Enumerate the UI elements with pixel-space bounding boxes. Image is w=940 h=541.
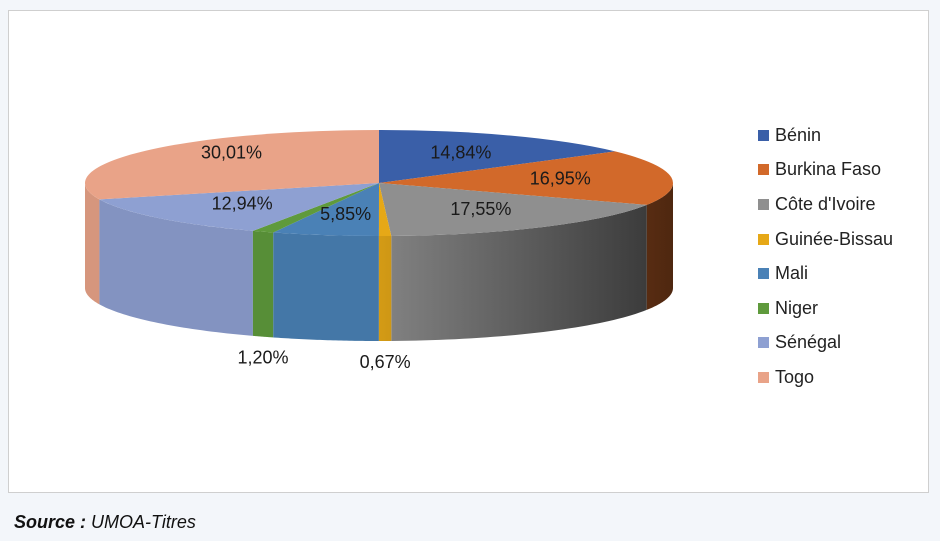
legend-item-senegal: Sénégal [758,326,893,361]
legend-item-burkina-faso: Burkina Faso [758,153,893,188]
pie-slice-senegal [99,183,380,231]
pie-slice-niger [252,183,379,233]
legend-item-guinee-bissau: Guinée-Bissau [758,222,893,257]
legend-swatch [758,268,769,280]
pie-slice-mali [273,183,379,236]
data-label-cote-d-ivoire: 17,55% [450,199,511,219]
pie-sides [85,183,673,341]
source-prefix: Source : [14,512,87,532]
legend-label: Togo [775,366,815,387]
data-label-niger: 1,20% [237,347,288,367]
pie-top [85,130,674,236]
pie-side-niger [252,230,274,338]
pie-side-cote-d-ivoire [391,204,647,341]
legend-label: Niger [775,297,819,318]
pie-slice-cote-d-ivoire [379,183,647,236]
legend-item-cote-d-ivoire: Côte d'Ivoire [758,187,893,222]
legend-swatch [758,129,769,141]
legend-item-togo: Togo [758,360,893,395]
legend-label: Guinée-Bissau [775,228,894,249]
legend-swatch [758,302,769,314]
legend-swatch [758,198,769,210]
legend-label: Sénégal [775,332,842,353]
pie-side-guinee-bissau [378,235,392,341]
legend-swatch [758,371,769,383]
source-text: UMOA-Titres [91,512,196,532]
pie-side-senegal [99,199,253,336]
pie-side-togo [85,183,100,305]
legend-item-niger: Niger [758,291,893,326]
data-label-togo: 30,01% [201,143,262,163]
data-label-benin: 14,84% [430,142,491,162]
legend-item-benin: Bénin [758,118,893,153]
data-label-guinee-bissau: 0,67% [360,352,411,372]
data-label-burkina-faso: 16,95% [530,168,591,188]
chart-legend: Bénin Burkina Faso Côte d'Ivoire Guinée-Bis… [758,118,893,395]
pie-labels: 14,84% 16,95% 17,55% 0,67% 5,85% 1,20% 12,94% 3… [201,142,591,371]
legend-label: Côte d'Ivoire [775,193,876,214]
pie-slice-benin [379,130,616,183]
pie-side-burkina-faso [646,183,673,310]
legend-swatch [758,233,769,245]
source-note: Source : UMOA-Titres [14,512,196,533]
legend-item-mali: Mali [758,256,893,291]
data-label-senegal: 12,94% [212,193,273,213]
pie-slice-togo [85,130,379,200]
legend-label: Bénin [775,124,822,145]
pie-slice-burkina-faso [379,151,674,205]
legend-label: Mali [775,263,809,284]
legend-swatch [758,164,769,176]
pie-slice-guinee-bissau [378,183,392,236]
legend-swatch [758,337,769,349]
legend-label: Burkina Faso [775,159,882,180]
data-label-mali: 5,85% [320,204,371,224]
pie-side-mali [273,232,379,341]
